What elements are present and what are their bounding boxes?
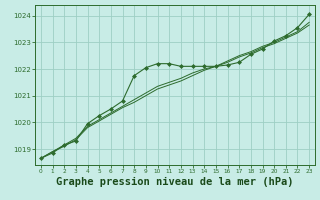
X-axis label: Graphe pression niveau de la mer (hPa): Graphe pression niveau de la mer (hPa) [56, 177, 294, 187]
